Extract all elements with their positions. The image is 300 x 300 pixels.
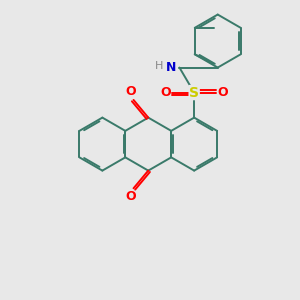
Text: O: O bbox=[125, 190, 136, 203]
Text: O: O bbox=[218, 86, 228, 99]
Text: O: O bbox=[125, 85, 136, 98]
Text: O: O bbox=[160, 86, 171, 99]
Text: S: S bbox=[189, 85, 199, 100]
Text: N: N bbox=[166, 61, 176, 74]
Text: H: H bbox=[155, 61, 163, 71]
